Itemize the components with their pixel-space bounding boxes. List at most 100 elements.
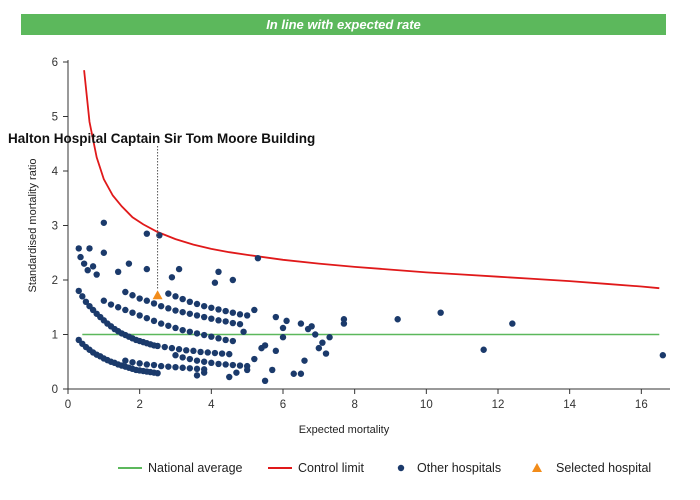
other-hospital-point [186,298,194,305]
other-hospital-point [208,315,215,322]
other-hospital-point [136,360,143,367]
other-hospital-point [154,369,161,377]
other-hospital-point [172,293,179,300]
x-tick-label: 6 [280,399,286,411]
other-hospital-point [129,292,136,299]
other-hospital-point [193,357,201,364]
other-hospital-point [143,265,151,273]
other-hospital-point [143,314,151,322]
other-hospital-point [93,271,100,278]
chart-lines [82,70,660,336]
other-hospital-point [437,309,444,316]
other-hospital-point [129,309,136,316]
y-tick-label: 0 [52,384,58,396]
selected-hospital-marker [152,290,163,300]
other-hospital-point [100,249,108,256]
other-hospital-point [172,324,179,332]
other-hospital-point [186,328,194,335]
other-hospital-point [175,346,183,353]
x-tick-label: 2 [136,399,142,411]
other-hospital-point [279,324,287,332]
other-hospital-point [254,255,262,262]
other-hospital-point [208,359,215,367]
other-hospital-point [79,293,86,300]
other-hospital-point [226,373,233,381]
other-hospital-point [215,317,222,324]
other-hospital-point [86,245,93,252]
other-hospital-point [122,306,129,314]
other-hospital-point [211,349,219,357]
other-hospital-point [143,297,151,304]
other-hospital-point [193,312,201,319]
other-hospital-point [261,377,269,385]
other-hospital-point [136,312,143,319]
x-tick-label: 10 [420,399,433,411]
other-hospital-point [75,287,82,295]
other-hospital-point [157,320,165,327]
other-hospital-point [509,320,516,327]
other-hospital-point [243,366,251,374]
other-hospital-point [312,331,319,338]
x-tick-label: 8 [351,399,357,411]
other-hospital-point [340,316,348,323]
other-hospital-point [236,362,244,369]
legend-swatch-selected-hospital [532,463,542,472]
other-hospital-point [236,311,244,318]
other-hospital-point [243,312,251,319]
other-hospital-point [222,307,229,315]
other-hospital-point [179,295,186,303]
other-hospital-point [172,364,179,371]
other-hospital-point [193,372,201,379]
other-hospital-point [301,357,308,364]
other-hospital-point [229,319,237,327]
other-hospital-point [261,342,269,349]
other-hospital-point [84,266,91,274]
other-hospital-point [197,348,204,356]
other-hospital-point [172,352,179,359]
other-hospital-point [315,344,323,352]
other-hospital-point [80,260,88,267]
other-hospital-point [229,309,237,316]
other-hospital-point [319,339,326,346]
other-hospital-point [226,350,233,358]
other-hospital-point [157,362,165,370]
other-hospital-point [204,349,211,356]
y-tick-label: 6 [52,57,58,69]
other-hospital-point [114,268,122,276]
other-hospital-point [208,304,215,311]
y-tick-label: 1 [52,330,58,342]
other-hospital-point [394,316,401,323]
other-hospital-point [143,361,151,368]
other-hospital-point [82,298,90,305]
other-hospital-point [215,306,222,313]
other-hospital-point [229,276,237,284]
other-hospital-point [161,343,168,351]
other-hospital-point [290,370,297,377]
other-hospital-point [150,317,158,325]
status-banner: In line with expected rate [21,14,666,35]
y-tick-label: 3 [52,221,58,233]
other-hospital-point [190,347,197,355]
x-axis-title: Expected mortality [299,424,390,436]
other-hospital-point [157,302,165,310]
other-hospital-point [200,302,208,310]
other-hospital-point [165,322,172,329]
other-hospital-point [269,366,276,374]
other-hospital-point [272,313,280,321]
other-hospital-point [222,318,229,325]
other-hospital-point [172,307,179,314]
other-hospital-point [251,355,258,363]
legend-swatch-other-hospitals [397,464,405,472]
y-axis-title: Standardised mortality ratio [27,159,39,293]
other-hospital-point [165,305,172,312]
y-tick-label: 5 [52,112,58,124]
other-hospital-point [283,317,290,325]
other-hospital-point [165,363,172,370]
other-hospital-point [154,342,161,350]
other-hospital-point [175,265,183,273]
other-hospital-point [122,288,129,296]
other-hospital-point [122,357,129,364]
other-hospital-point [297,320,305,327]
other-hospital-point [168,344,176,352]
